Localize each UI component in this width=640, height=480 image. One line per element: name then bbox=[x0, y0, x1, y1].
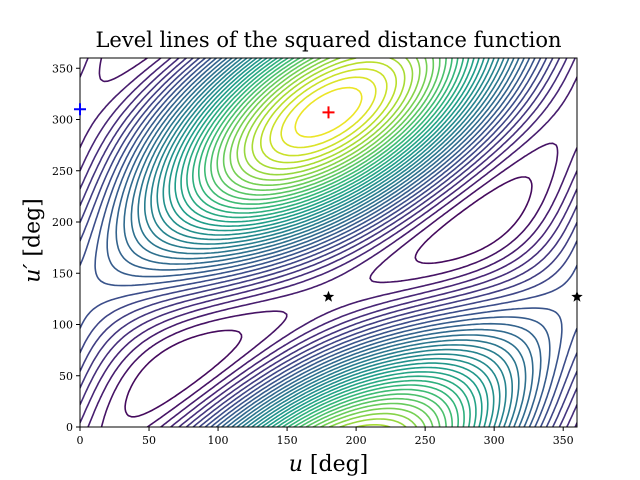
contour-level-line bbox=[115, 58, 542, 427]
contour-level-line bbox=[174, 58, 483, 427]
x-axis-unit: [deg] bbox=[309, 452, 369, 477]
contour-level-line bbox=[280, 76, 377, 149]
contour-level-line bbox=[150, 58, 507, 427]
contour-level-line bbox=[198, 58, 459, 427]
chart-title: Level lines of the squared distance func… bbox=[95, 28, 562, 52]
x-tick-label: 0 bbox=[77, 434, 84, 447]
contour-level-line bbox=[294, 86, 363, 138]
star-marker bbox=[571, 290, 583, 302]
y-tick-label: 100 bbox=[52, 319, 73, 332]
x-tick-label: 100 bbox=[208, 434, 229, 447]
plot-frame bbox=[79, 57, 578, 428]
contour-level-line bbox=[162, 58, 495, 427]
x-tick-label: 50 bbox=[142, 434, 156, 447]
contour-level-line bbox=[123, 58, 534, 427]
plus-marker bbox=[74, 103, 86, 116]
y-tick-label: 150 bbox=[52, 267, 73, 280]
contour-level-line bbox=[106, 58, 551, 427]
contour-level-line bbox=[80, 58, 577, 427]
contour-level-line bbox=[80, 58, 577, 427]
y-tick-label: 350 bbox=[52, 62, 73, 75]
x-tick-label: 200 bbox=[346, 434, 367, 447]
contour-level-line bbox=[80, 58, 577, 427]
star-marker bbox=[322, 290, 335, 302]
y-tick-label: 250 bbox=[52, 165, 73, 178]
contour-level-line bbox=[260, 61, 397, 164]
x-tick-label: 250 bbox=[415, 434, 436, 447]
x-tick-label: 350 bbox=[553, 434, 574, 447]
y-tick-label: 300 bbox=[52, 114, 73, 127]
contour-level-line bbox=[98, 58, 559, 427]
x-tick-label: 150 bbox=[277, 434, 298, 447]
contour-level-line bbox=[137, 58, 520, 427]
plus-marker bbox=[322, 106, 335, 119]
y-tick-label: 50 bbox=[59, 370, 73, 383]
y-tick-label: 0 bbox=[66, 421, 73, 434]
y-tick-label: 200 bbox=[52, 216, 73, 229]
contour-level-line bbox=[269, 68, 388, 157]
contour-level-line bbox=[236, 58, 421, 427]
contour-level-line bbox=[186, 58, 471, 427]
contour-level-line bbox=[251, 58, 406, 427]
contour-level-line bbox=[130, 58, 527, 427]
x-tick-label: 300 bbox=[484, 434, 505, 447]
x-axis-variable: u bbox=[288, 452, 303, 477]
x-axis-label: u [deg] bbox=[80, 452, 577, 477]
contour-level-line bbox=[124, 176, 533, 418]
contour-level-line bbox=[80, 58, 577, 427]
